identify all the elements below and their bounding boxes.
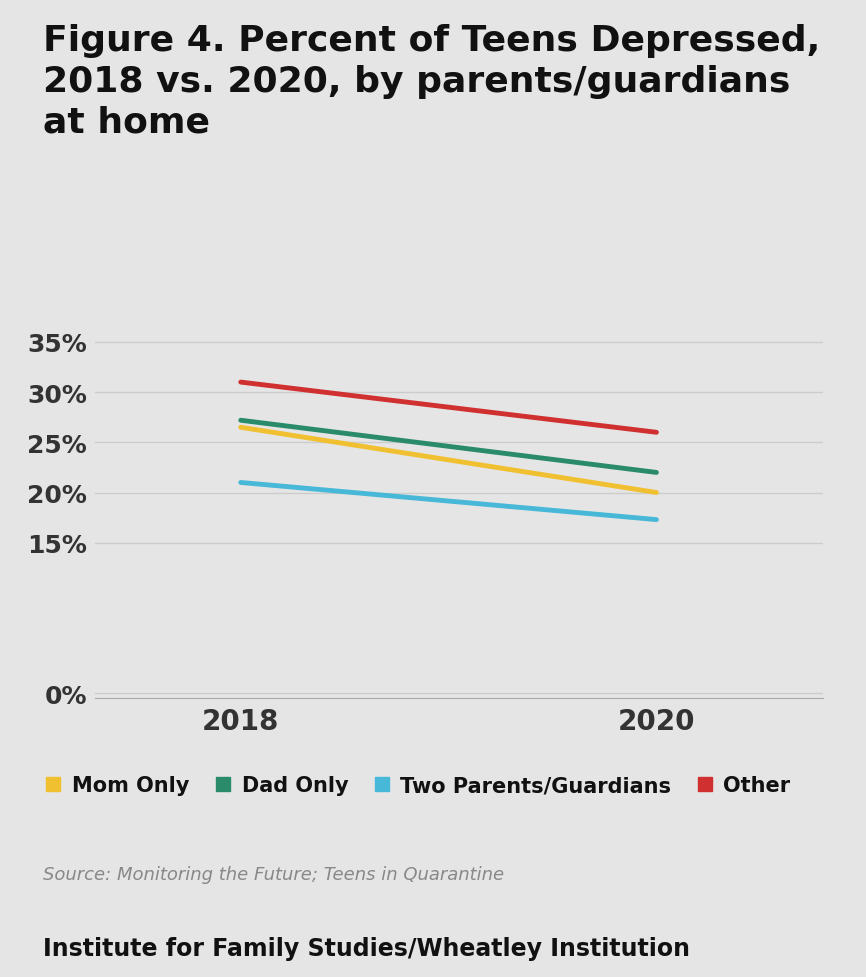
Text: Figure 4. Percent of Teens Depressed,
2018 vs. 2020, by parents/guardians
at hom: Figure 4. Percent of Teens Depressed, 20… [43, 24, 821, 140]
Legend: Mom Only, Dad Only, Two Parents/Guardians, Other: Mom Only, Dad Only, Two Parents/Guardian… [45, 776, 791, 795]
Text: Source: Monitoring the Future; Teens in Quarantine: Source: Monitoring the Future; Teens in … [43, 865, 504, 882]
Text: Institute for Family Studies/Wheatley Institution: Institute for Family Studies/Wheatley In… [43, 936, 690, 960]
